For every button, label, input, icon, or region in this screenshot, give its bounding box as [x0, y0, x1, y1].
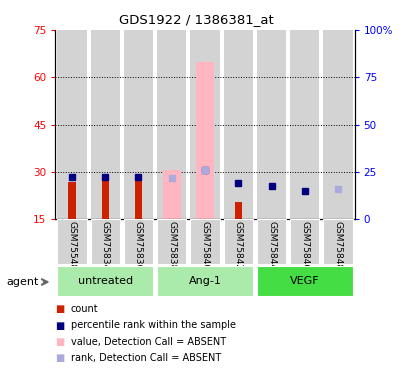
Text: untreated: untreated	[77, 276, 133, 286]
Bar	[234, 202, 241, 219]
FancyBboxPatch shape	[57, 219, 86, 264]
FancyBboxPatch shape	[90, 219, 119, 264]
FancyBboxPatch shape	[157, 219, 186, 264]
FancyBboxPatch shape	[256, 266, 352, 296]
FancyBboxPatch shape	[190, 219, 219, 264]
Text: agent: agent	[6, 277, 38, 287]
Bar	[124, 30, 153, 219]
Text: GDS1922 / 1386381_at: GDS1922 / 1386381_at	[119, 13, 274, 26]
Text: VEGF: VEGF	[289, 276, 319, 286]
Bar	[101, 180, 109, 219]
Bar	[256, 30, 285, 219]
Bar	[157, 30, 186, 219]
Text: GSM75846: GSM75846	[299, 221, 308, 270]
FancyBboxPatch shape	[157, 266, 252, 296]
Text: GSM75838: GSM75838	[167, 221, 176, 270]
Text: GSM75848: GSM75848	[333, 221, 342, 270]
Bar	[135, 180, 142, 219]
FancyBboxPatch shape	[323, 219, 352, 264]
Text: GSM75842: GSM75842	[233, 221, 242, 270]
FancyBboxPatch shape	[256, 219, 285, 264]
Text: GSM75548: GSM75548	[67, 221, 76, 270]
Text: percentile rank within the sample: percentile rank within the sample	[71, 321, 235, 330]
FancyBboxPatch shape	[290, 219, 319, 264]
FancyBboxPatch shape	[124, 219, 153, 264]
Bar	[68, 182, 75, 219]
Bar	[290, 30, 319, 219]
Bar	[190, 30, 219, 219]
FancyBboxPatch shape	[57, 266, 153, 296]
Text: ■: ■	[55, 321, 65, 330]
Text: GSM75844: GSM75844	[266, 221, 275, 270]
Bar	[57, 30, 86, 219]
Text: Ang-1: Ang-1	[188, 276, 221, 286]
Text: rank, Detection Call = ABSENT: rank, Detection Call = ABSENT	[71, 353, 220, 363]
Text: GSM75834: GSM75834	[101, 221, 110, 270]
Bar	[196, 62, 213, 219]
Text: ■: ■	[55, 353, 65, 363]
Text: ■: ■	[55, 304, 65, 314]
Bar	[90, 30, 119, 219]
Bar	[162, 171, 180, 219]
FancyBboxPatch shape	[223, 219, 252, 264]
Text: value, Detection Call = ABSENT: value, Detection Call = ABSENT	[71, 337, 225, 346]
Bar	[323, 30, 352, 219]
Text: ■: ■	[55, 337, 65, 346]
Bar	[223, 30, 252, 219]
Text: count: count	[71, 304, 98, 314]
Bar	[267, 219, 274, 221]
Text: GSM75836: GSM75836	[134, 221, 143, 270]
Text: GSM75840: GSM75840	[200, 221, 209, 270]
